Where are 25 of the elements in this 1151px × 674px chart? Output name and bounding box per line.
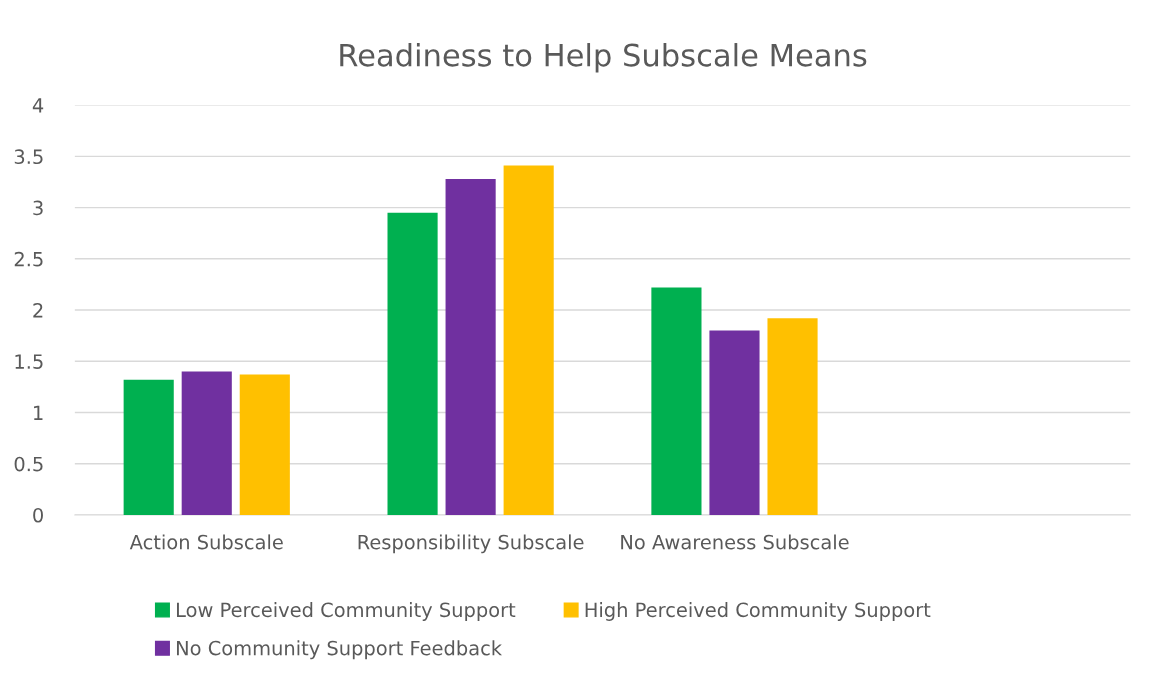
- legend-label: Low Perceived Community Support: [177, 602, 516, 621]
- x-tick-label: Action Subscale: [129, 534, 283, 550]
- y-tick-label: 4: [32, 98, 44, 113]
- x-tick-label: Responsibility Subscale: [358, 534, 584, 554]
- bar: [651, 287, 702, 515]
- bar: [123, 379, 174, 515]
- bar: [181, 371, 232, 515]
- y-tick-label: 0.5: [14, 456, 43, 472]
- legend-label: High Perceived Community Support: [585, 602, 931, 621]
- legend-label: No Community Support Feedback: [177, 640, 503, 660]
- bar: [767, 318, 818, 515]
- y-tick-label: 3.5: [14, 149, 43, 165]
- bar: [387, 212, 438, 515]
- y-tick-label: 1: [34, 405, 43, 420]
- bar: [445, 178, 496, 515]
- y-tick-label: 1.5: [15, 354, 43, 369]
- bar: [239, 374, 290, 515]
- x-tick-label: No Awareness Subscale: [621, 534, 849, 550]
- bar: [709, 330, 760, 515]
- y-tick-label: 3: [33, 200, 43, 216]
- y-tick-label: 2: [33, 303, 43, 318]
- y-tick-label: 2.5: [14, 251, 43, 267]
- y-tick-label: 0: [33, 507, 43, 523]
- bar: [503, 165, 554, 515]
- chart-title: Readiness to Help Subscale Means: [340, 43, 867, 73]
